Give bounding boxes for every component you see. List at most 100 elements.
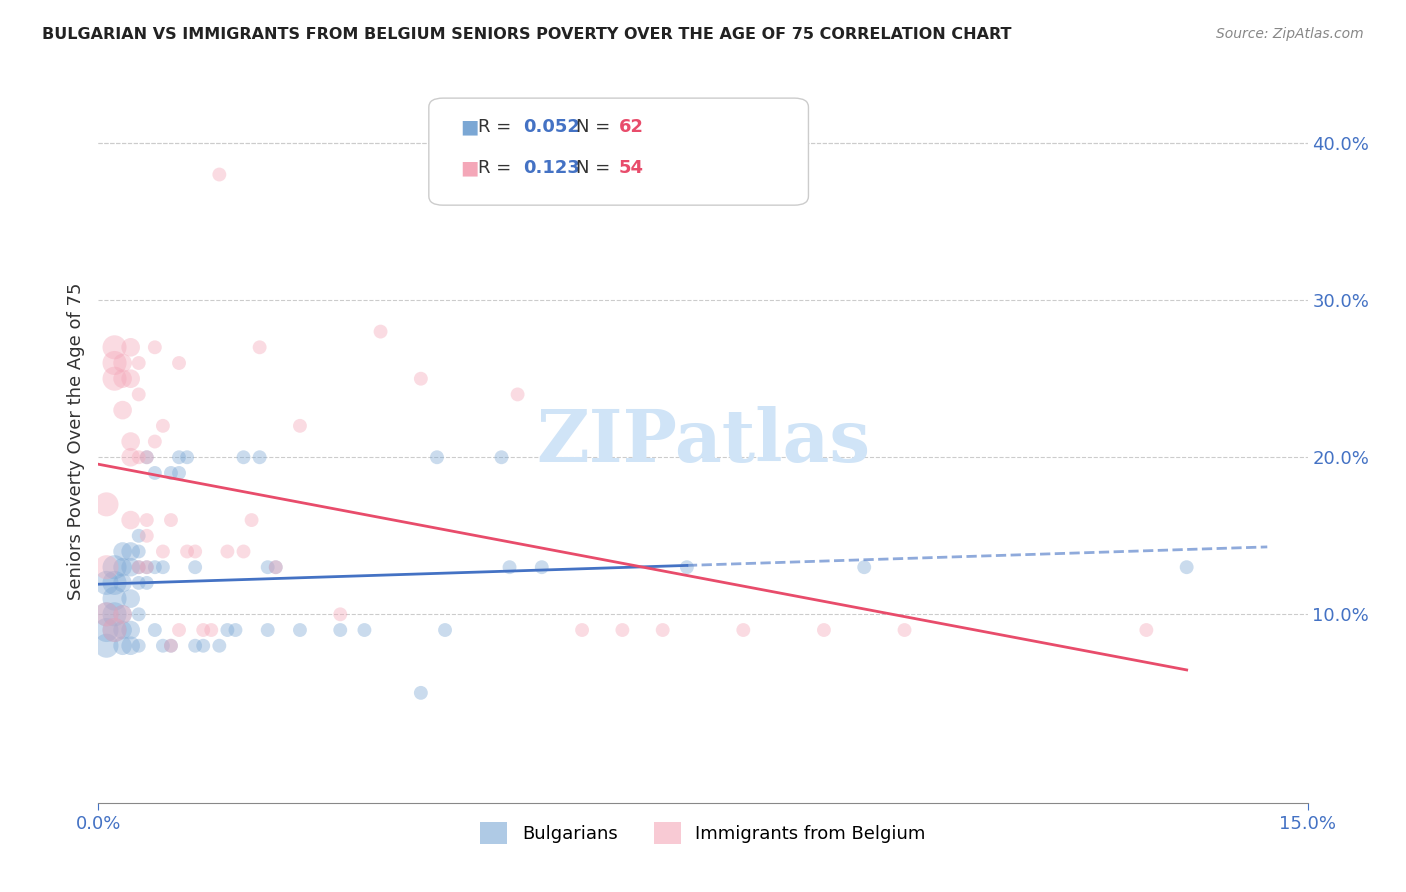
- Point: [813, 623, 835, 637]
- Text: N =: N =: [576, 159, 610, 177]
- Point: [143, 560, 166, 574]
- Point: [120, 639, 142, 653]
- Point: [128, 387, 150, 401]
- Point: [143, 623, 166, 637]
- Point: [120, 450, 142, 465]
- Point: [208, 639, 231, 653]
- Point: [128, 575, 150, 590]
- Point: [120, 340, 142, 354]
- Point: [193, 623, 215, 637]
- Point: [193, 639, 215, 653]
- Point: [128, 450, 150, 465]
- Point: [120, 560, 142, 574]
- Text: Source: ZipAtlas.com: Source: ZipAtlas.com: [1216, 27, 1364, 41]
- Point: [152, 639, 174, 653]
- Point: [111, 560, 134, 574]
- Point: [128, 560, 150, 574]
- Point: [498, 560, 520, 574]
- Point: [264, 560, 287, 574]
- Point: [256, 623, 278, 637]
- Point: [184, 560, 207, 574]
- Text: ■: ■: [460, 158, 478, 178]
- Point: [232, 450, 254, 465]
- Legend: Bulgarians, Immigrants from Belgium: Bulgarians, Immigrants from Belgium: [474, 815, 932, 852]
- Point: [167, 623, 190, 637]
- Point: [530, 560, 553, 574]
- Point: [128, 356, 150, 370]
- Text: 0.123: 0.123: [523, 159, 579, 177]
- Point: [217, 544, 239, 558]
- Point: [506, 387, 529, 401]
- Point: [128, 639, 150, 653]
- Point: [160, 466, 183, 480]
- Point: [96, 497, 118, 511]
- Point: [143, 466, 166, 480]
- Point: [240, 513, 263, 527]
- Point: [120, 544, 142, 558]
- Point: [184, 544, 207, 558]
- Point: [176, 450, 198, 465]
- Point: [103, 575, 125, 590]
- Point: [120, 434, 142, 449]
- Point: [612, 623, 634, 637]
- Point: [353, 623, 375, 637]
- Text: ■: ■: [460, 117, 478, 136]
- Point: [96, 639, 118, 653]
- Point: [329, 607, 352, 622]
- Text: ZIPatlas: ZIPatlas: [536, 406, 870, 477]
- Point: [167, 466, 190, 480]
- Text: R =: R =: [478, 159, 512, 177]
- Text: R =: R =: [478, 118, 512, 136]
- Point: [103, 340, 125, 354]
- Point: [1175, 560, 1198, 574]
- Point: [409, 686, 432, 700]
- Text: 62: 62: [619, 118, 644, 136]
- Point: [111, 575, 134, 590]
- Point: [853, 560, 876, 574]
- Point: [249, 340, 271, 354]
- Point: [111, 372, 134, 386]
- Point: [128, 560, 150, 574]
- Point: [160, 639, 183, 653]
- Point: [103, 607, 125, 622]
- Point: [249, 450, 271, 465]
- Point: [143, 434, 166, 449]
- Point: [264, 560, 287, 574]
- Point: [651, 623, 673, 637]
- Point: [491, 450, 513, 465]
- Point: [208, 168, 231, 182]
- Text: 0.052: 0.052: [523, 118, 579, 136]
- Point: [111, 623, 134, 637]
- Text: 54: 54: [619, 159, 644, 177]
- Point: [128, 529, 150, 543]
- Point: [103, 623, 125, 637]
- Point: [103, 372, 125, 386]
- Point: [111, 403, 134, 417]
- Point: [143, 340, 166, 354]
- Point: [120, 513, 142, 527]
- Point: [167, 356, 190, 370]
- Point: [329, 623, 352, 637]
- Point: [111, 356, 134, 370]
- Point: [111, 607, 134, 622]
- Point: [288, 418, 311, 433]
- Point: [160, 513, 183, 527]
- Point: [152, 560, 174, 574]
- Point: [224, 623, 246, 637]
- Point: [96, 560, 118, 574]
- Point: [135, 560, 157, 574]
- Point: [256, 560, 278, 574]
- Point: [434, 623, 457, 637]
- Point: [200, 623, 222, 637]
- Point: [135, 575, 157, 590]
- Point: [103, 356, 125, 370]
- Point: [96, 607, 118, 622]
- Point: [128, 544, 150, 558]
- Point: [120, 372, 142, 386]
- Point: [167, 450, 190, 465]
- Point: [120, 623, 142, 637]
- Text: N =: N =: [576, 118, 610, 136]
- Point: [571, 623, 593, 637]
- Point: [184, 639, 207, 653]
- Point: [111, 639, 134, 653]
